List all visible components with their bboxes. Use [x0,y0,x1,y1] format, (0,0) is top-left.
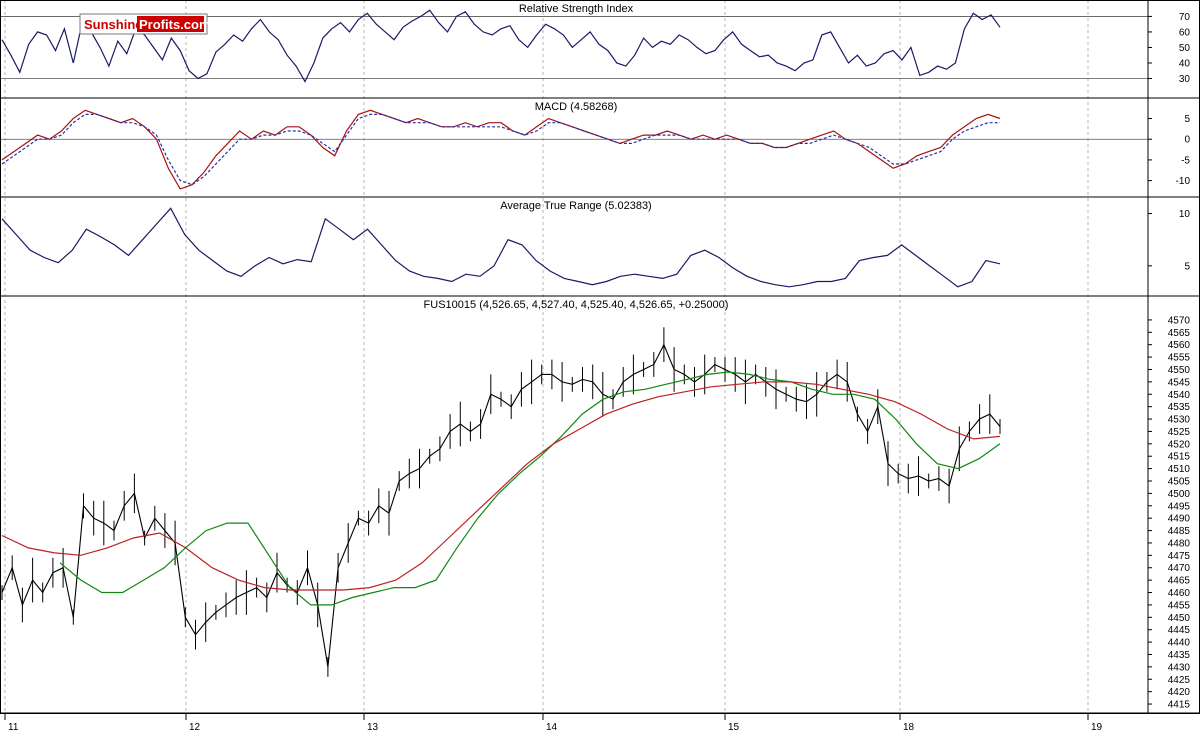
price-y-tick-label: 4560 [1168,340,1191,351]
price-y-tick-label: 4525 [1168,427,1191,438]
price-y-tick-label: 4465 [1168,576,1191,587]
price-panel-title: FUS10015 (4,526.65, 4,527.40, 4,525.40, … [424,299,729,311]
price-y-tick-label: 4440 [1168,638,1191,649]
x-tick-label: 11 [8,722,19,733]
grid-lines [4,0,1089,713]
atr-panel-title: Average True Range (5.02383) [500,200,651,212]
atr-y-tick-label: 5 [1184,261,1190,272]
rsi-y-tick-label: 30 [1179,74,1191,85]
price-y-tick-label: 4565 [1168,328,1191,339]
logo-part2: Profits.com [139,17,211,32]
price-y-tick-label: 4430 [1168,662,1191,673]
series-lines [1,9,1001,677]
macd-y-tick-label: -5 [1181,155,1190,166]
atr-series-0 [1,207,1001,288]
rsi-series-0 [1,9,1001,83]
price-y-tick-label: 4550 [1168,365,1191,376]
panel-titles: Relative Strength Index MACD (4.58268) Ave… [424,3,729,311]
price-y-tick-label: 4535 [1168,402,1191,413]
logo-part1: Sunshine [84,17,143,32]
logo-part2-bg [137,16,204,32]
macd-panel-title: MACD (4.58268) [535,101,618,113]
price-y-tick-label: 4415 [1168,700,1191,711]
atr-y-tick-label: 10 [1179,209,1191,220]
x-tick-label: 12 [189,722,201,733]
price-y-tick-label: 4520 [1168,439,1191,450]
x-tick-label: 13 [367,722,379,733]
price-y-tick-label: 4485 [1168,526,1191,537]
price-series-slow-average [1,381,1001,591]
price-y-tick-label: 4490 [1168,514,1191,525]
price-y-tick-label: 4475 [1168,551,1191,562]
price-y-tick-label: 4435 [1168,650,1191,661]
macd-series-0 [1,109,1001,190]
price-y-tick-label: 4450 [1168,613,1191,624]
x-tick-label: 19 [1091,722,1103,733]
price-series-fast-average [59,371,1001,606]
price-y-tick-label: 4420 [1168,687,1191,698]
price-y-tick-label: 4510 [1168,464,1191,475]
rsi-panel-title: Relative Strength Index [519,3,634,15]
rsi-y-tick-label: 40 [1179,59,1191,70]
price-y-tick-label: 4555 [1168,353,1191,364]
macd-series-1 [1,113,1000,186]
x-tick-label: 14 [546,722,558,733]
macd-y-tick-label: -10 [1176,176,1191,187]
price-y-tick-label: 4495 [1168,501,1191,512]
price-y-tick-label: 4545 [1168,377,1191,388]
price-y-tick-label: 4515 [1168,452,1191,463]
price-y-tick-label: 4570 [1168,315,1191,326]
x-tick-labels: 11 12 13 14 15 18 19 [4,713,1103,733]
logo: Sunshine Profits.com [79,13,211,35]
x-tick-label: 15 [728,722,740,733]
price-y-tick-label: 4425 [1168,675,1191,686]
price-y-tick-label: 4505 [1168,477,1191,488]
price-y-tick-label: 4530 [1168,415,1191,426]
price-y-tick-label: 4460 [1168,588,1191,599]
price-y-tick-label: 4480 [1168,539,1191,550]
x-tick-label: 18 [903,722,915,733]
rsi-y-tick-label: 50 [1179,43,1191,54]
macd-y-tick-label: 0 [1184,135,1190,146]
rsi-y-tick-label: 70 [1179,12,1191,23]
price-y-tick-label: 4540 [1168,390,1191,401]
rsi-y-tick-label: 60 [1179,27,1191,38]
price-y-tick-label: 4455 [1168,600,1191,611]
macd-y-tick-label: 5 [1184,114,1190,125]
price-y-tick-label: 4445 [1168,625,1191,636]
price-y-tick-label: 4470 [1168,563,1191,574]
price-y-tick-label: 4500 [1168,489,1191,500]
